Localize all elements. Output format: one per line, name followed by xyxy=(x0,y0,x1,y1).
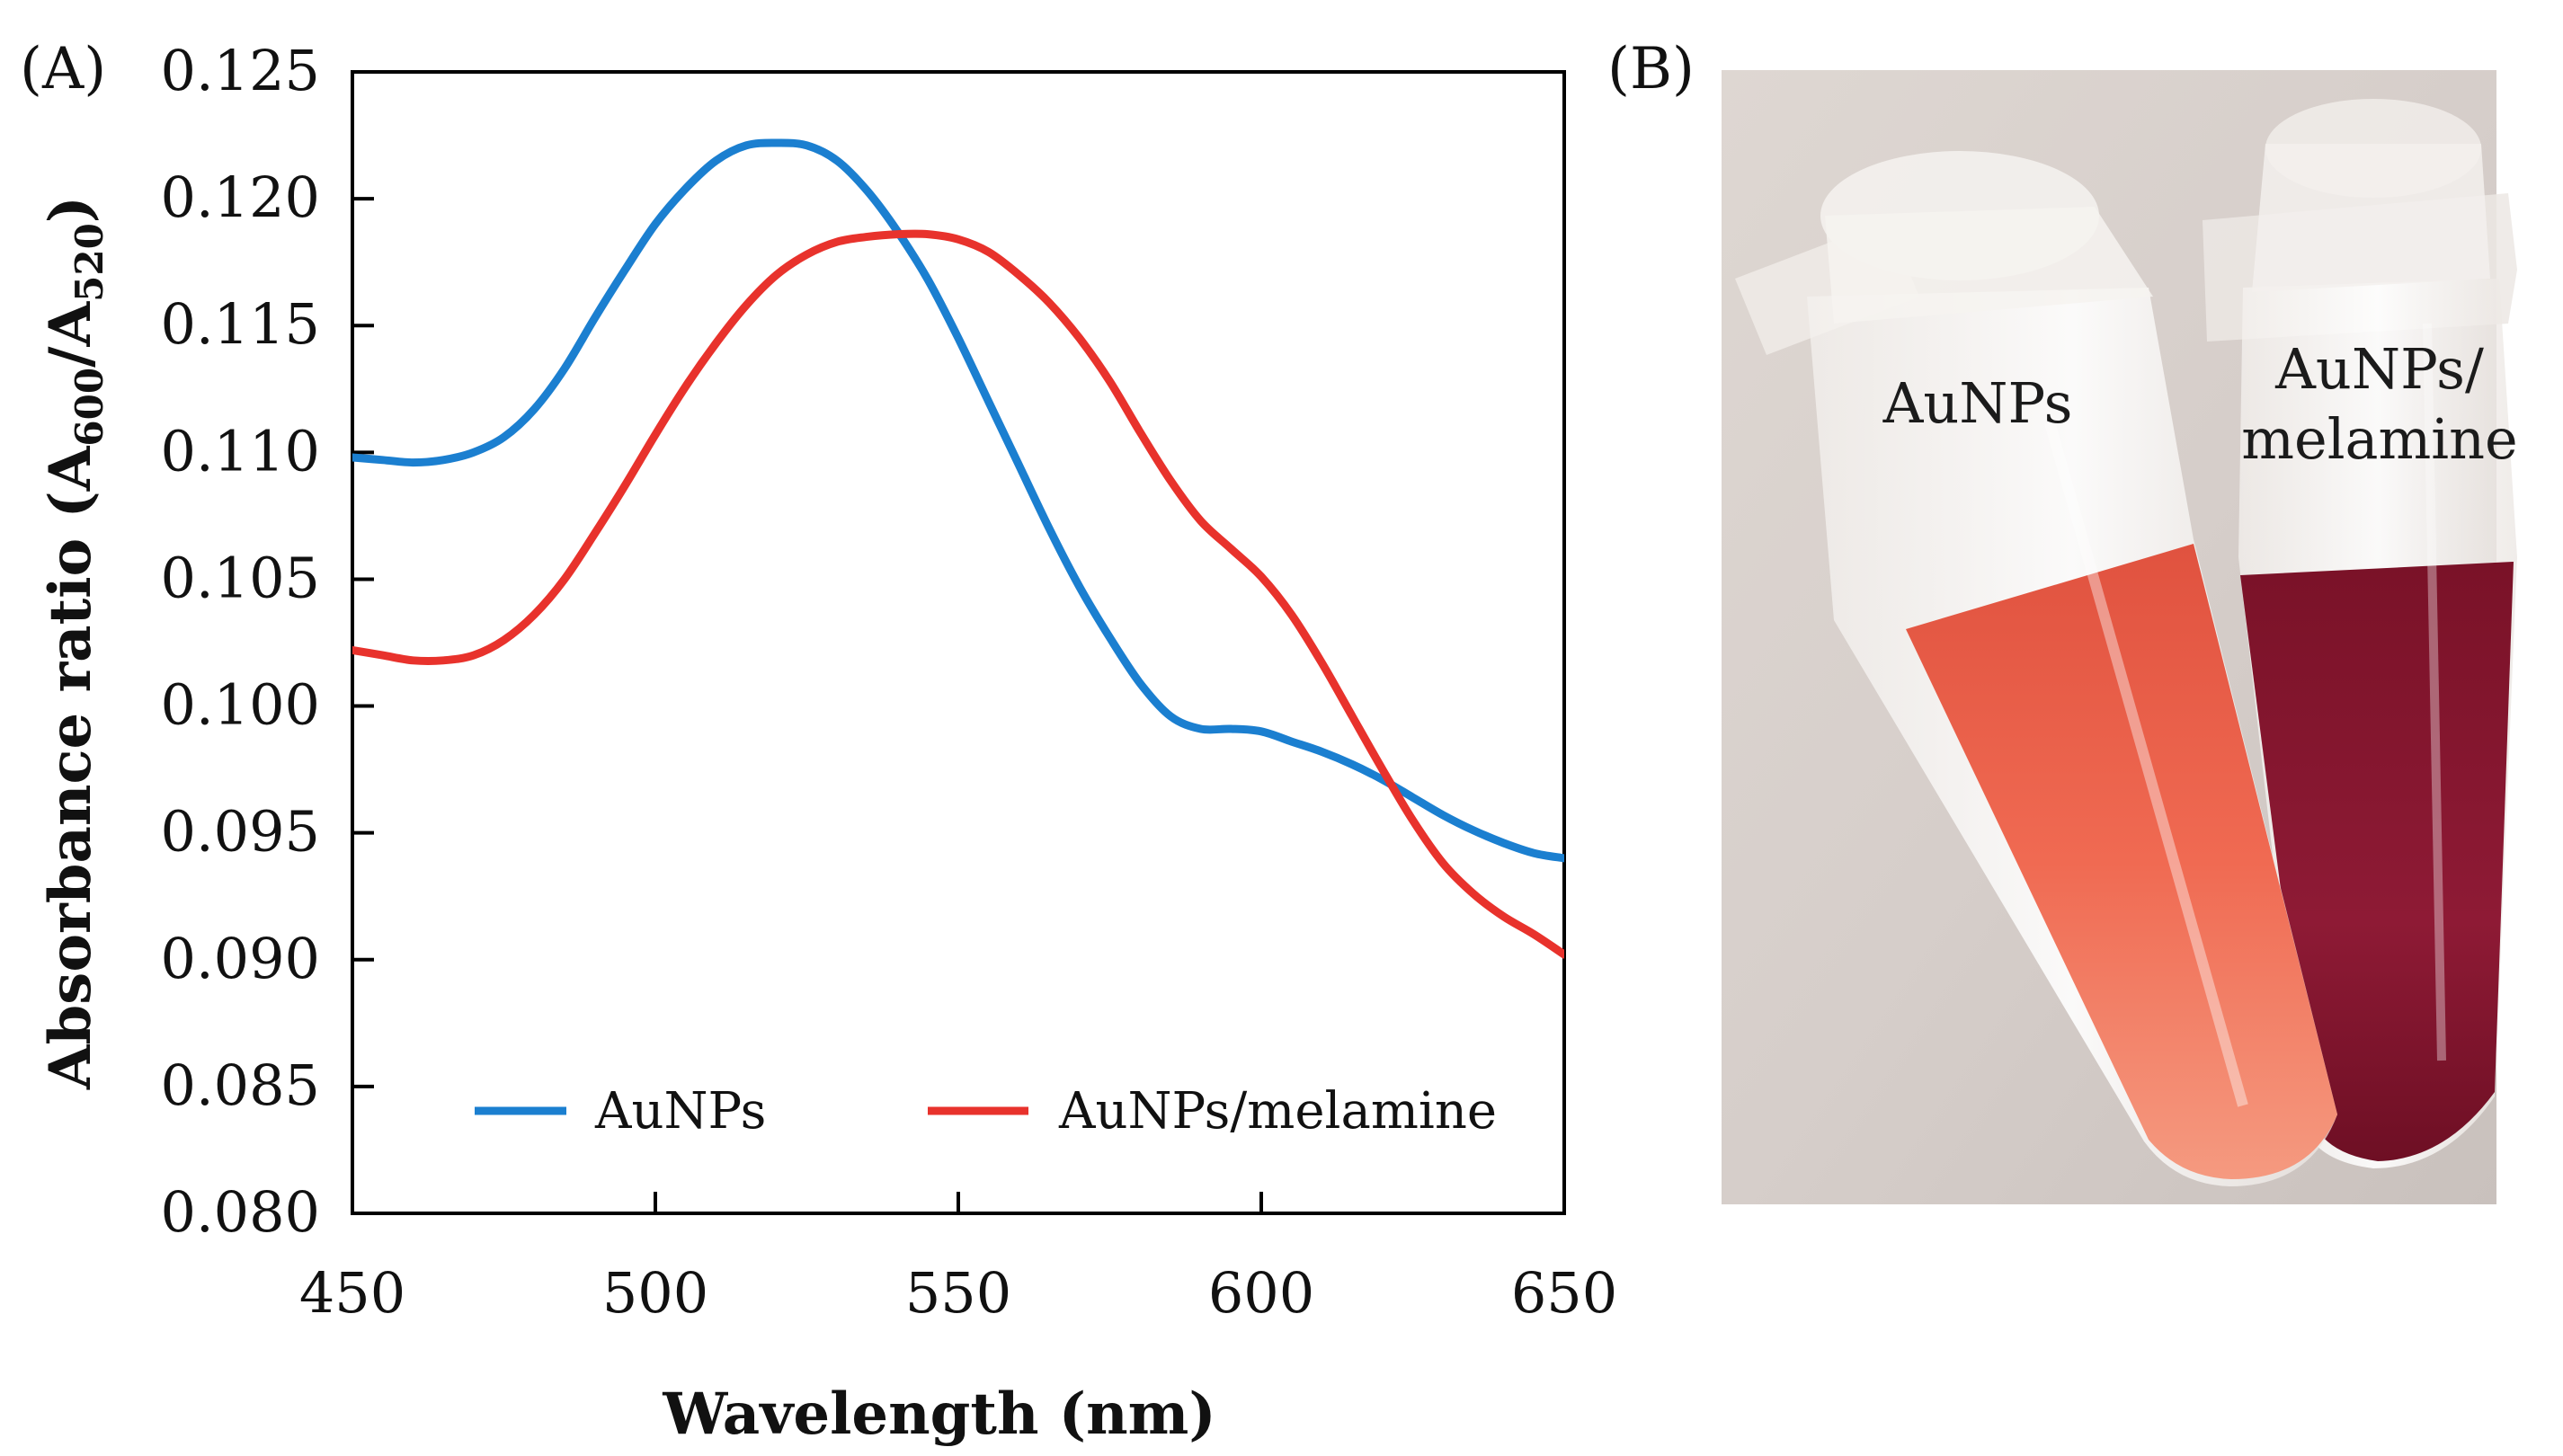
y-axis-ticks: 0.080 0.085 0.090 0.095 0.100 0.105 0.110 0.115… xyxy=(161,38,374,1245)
series-lines xyxy=(352,138,1564,959)
x-tick-label: 550 xyxy=(905,1260,1011,1326)
x-tick-label: 600 xyxy=(1208,1260,1314,1326)
x-axis-ticks: 450 500 550 600 650 xyxy=(299,1192,1617,1326)
y-tick-label: 0.100 xyxy=(161,672,321,738)
y-tick-label: 0.105 xyxy=(161,545,321,610)
series-line-aunps-melamine xyxy=(352,229,1564,959)
panel-a-label: (A) xyxy=(20,36,106,102)
photo-panel: AuNPs AuNPs/ melamine xyxy=(1722,70,2518,1204)
y-axis-title-main: Absorbance ratio (A xyxy=(37,445,104,1090)
y-tick-label: 0.090 xyxy=(161,926,321,991)
x-tick-label: 500 xyxy=(602,1260,708,1326)
y-tick-label: 0.095 xyxy=(161,799,321,865)
y-axis-title: Absorbance ratio (A600/A520) xyxy=(37,196,111,1090)
y-tick-label: 0.125 xyxy=(161,38,321,103)
tube-aunps xyxy=(1735,151,2337,1186)
y-axis-title-sub-520: 520 xyxy=(67,223,111,302)
y-tick-label: 0.115 xyxy=(161,291,321,357)
y-axis-title-sub-600: 600 xyxy=(67,368,111,447)
photo-label-aunps-melamine-line1: AuNPs/ xyxy=(2274,336,2484,402)
y-axis-title-end: ) xyxy=(37,196,104,223)
x-tick-label: 650 xyxy=(1511,1260,1617,1326)
panel-b-label: (B) xyxy=(1607,36,1695,102)
legend: AuNPs AuNPs/melamine xyxy=(475,1082,1497,1141)
x-tick-label: 450 xyxy=(299,1260,405,1326)
series-line-aunps xyxy=(352,138,1564,863)
legend-label-aunps-melamine: AuNPs/melamine xyxy=(1058,1082,1497,1141)
x-axis-title: Wavelength (nm) xyxy=(662,1381,1215,1448)
y-tick-label: 0.110 xyxy=(161,418,321,484)
photo-label-aunps: AuNPs xyxy=(1882,370,2073,436)
y-axis-title-mid: /A xyxy=(37,301,104,368)
y-tick-label: 0.120 xyxy=(161,164,321,230)
tube-aunps-melamine xyxy=(2203,99,2517,1168)
y-tick-label: 0.080 xyxy=(161,1179,321,1245)
legend-label-aunps: AuNPs xyxy=(594,1082,766,1141)
y-tick-label: 0.085 xyxy=(161,1052,321,1118)
photo-label-aunps-melamine-line2: melamine xyxy=(2241,406,2518,472)
